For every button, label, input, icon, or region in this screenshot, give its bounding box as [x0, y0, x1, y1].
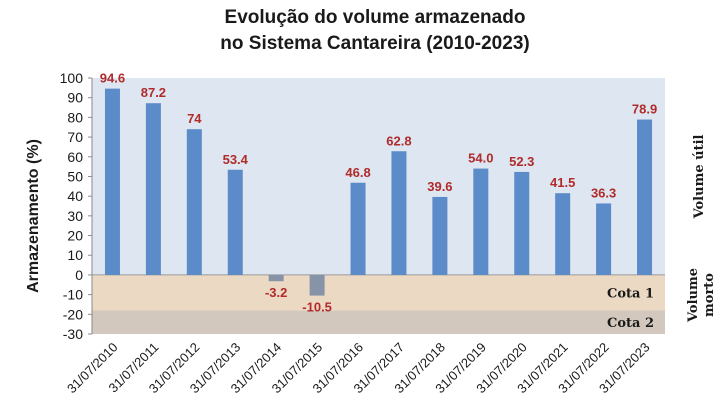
bar: [596, 203, 612, 275]
y-tick-label: 0: [75, 267, 83, 283]
bar: [145, 103, 161, 275]
y-tick-label: 100: [60, 70, 84, 86]
band-cota-1: [92, 274, 665, 311]
chart-title-line1: Evolução do volume armazenado: [224, 7, 526, 28]
bar-value-label: 54.0: [468, 151, 493, 166]
bar: [104, 88, 120, 275]
bar: [391, 151, 407, 275]
y-tick-label: 20: [67, 228, 83, 244]
y-tick-label: 50: [67, 168, 83, 184]
bar: [309, 274, 325, 296]
chart-title-line2: no Sistema Cantareira (2010-2023): [220, 33, 530, 54]
bar-value-label: 62.8: [386, 133, 411, 148]
bar: [555, 193, 571, 275]
bar-value-label: 39.6: [427, 179, 452, 194]
bar-value-label: 46.8: [345, 165, 370, 180]
y-tick-label: 80: [67, 109, 83, 125]
volume-morto-label-line1: Volume: [686, 268, 701, 323]
bar: [473, 168, 489, 275]
y-tick-label: 60: [67, 149, 83, 165]
bar-value-label: 36.3: [591, 185, 616, 200]
bar-value-label: 94.6: [100, 71, 125, 86]
bar: [350, 182, 366, 275]
y-tick-label: -10: [63, 287, 83, 303]
y-tick-label: 90: [67, 90, 83, 106]
y-tick-label: -30: [63, 326, 83, 342]
bar-value-label: 52.3: [509, 154, 534, 169]
bar: [227, 169, 243, 275]
band-label: Cota 1: [607, 287, 654, 302]
band-label: Cota 2: [607, 316, 654, 331]
bar: [637, 119, 653, 275]
y-axis-title: Armazenamento (%): [25, 139, 42, 293]
volume-util-region: [92, 78, 665, 275]
y-tick-label: 10: [67, 247, 83, 263]
y-tick-label: -20: [63, 306, 83, 322]
bar: [432, 196, 448, 275]
bar: [186, 129, 202, 275]
bar: [268, 274, 284, 282]
y-tick-label: 70: [67, 129, 83, 145]
y-tick-label: 40: [67, 188, 83, 204]
volume-morto-label-line2: morto: [702, 273, 717, 317]
bar-value-label: -3.2: [265, 285, 287, 300]
bar-value-label: 41.5: [550, 175, 575, 190]
volume-util-label: Volume útil: [692, 134, 707, 219]
bar-value-label: -10.5: [302, 300, 332, 315]
bar-value-label: 74: [187, 111, 202, 126]
bar-value-label: 53.4: [223, 152, 249, 167]
bar: [514, 171, 530, 275]
bar-value-label: 87.2: [141, 85, 166, 100]
band-cota-2: [92, 310, 665, 334]
bar-value-label: 78.9: [632, 102, 657, 117]
y-tick-label: 30: [67, 208, 83, 224]
